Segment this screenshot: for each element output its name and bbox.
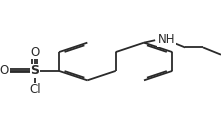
Text: NH: NH — [158, 33, 175, 46]
Text: Cl: Cl — [29, 83, 41, 96]
Text: O: O — [30, 46, 39, 59]
Text: S: S — [30, 64, 39, 77]
Text: O: O — [0, 64, 9, 77]
